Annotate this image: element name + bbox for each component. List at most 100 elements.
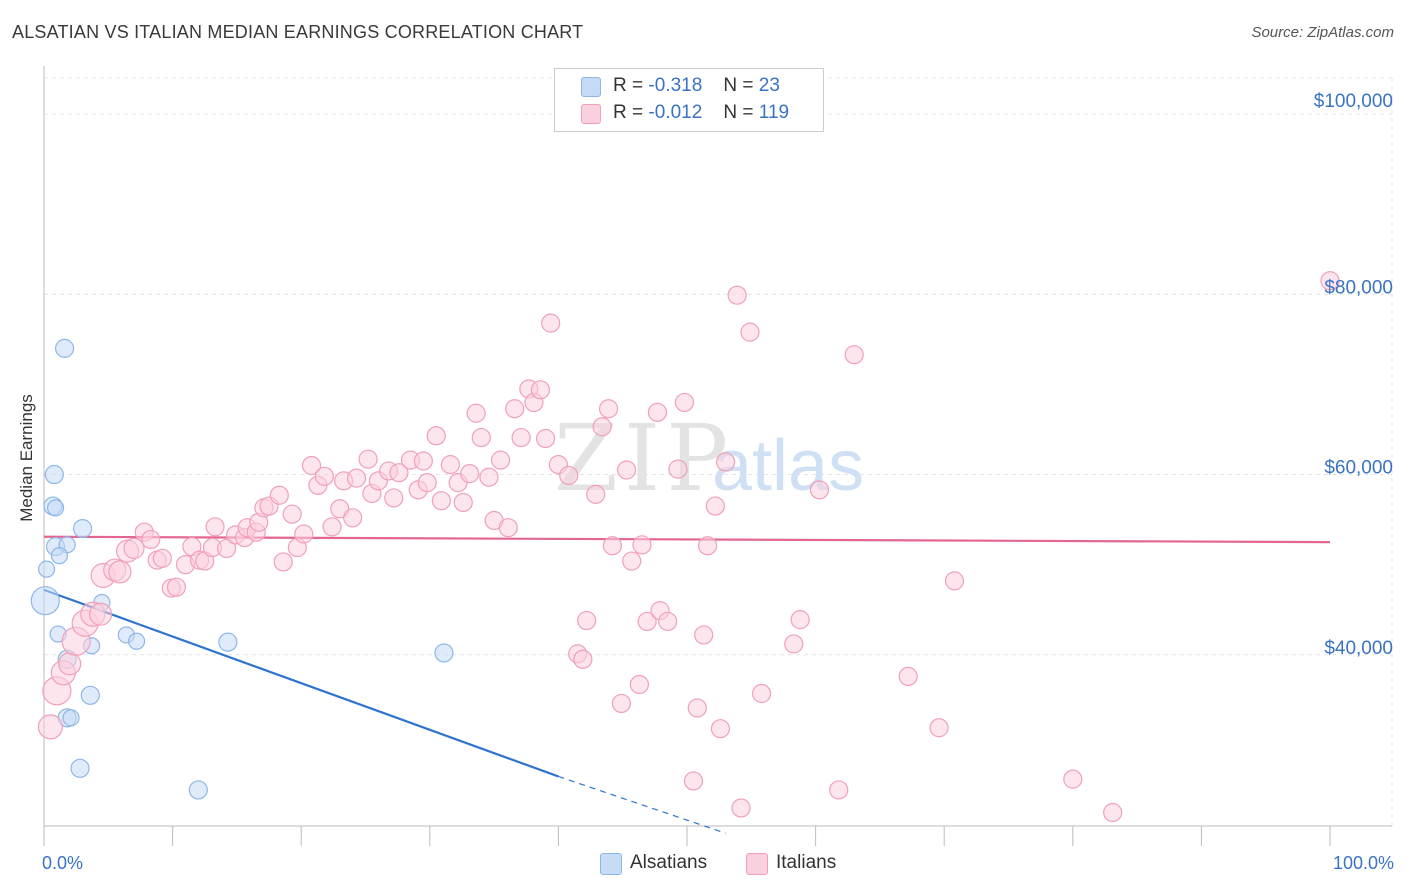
y-tick-label: $100,000: [1314, 91, 1393, 112]
y-tick-label: $40,000: [1324, 638, 1393, 659]
alsatian-point: [50, 547, 69, 565]
alsatian-point: [62, 709, 80, 727]
legend-n-label: N =: [723, 75, 754, 96]
italian-point: [123, 537, 145, 560]
y-tick-label: $80,000: [1324, 277, 1393, 298]
legend-n-value-italians: 119: [758, 102, 790, 123]
italian-point: [602, 536, 623, 556]
watermark-zip: ZIP: [554, 405, 734, 512]
italian-point: [1320, 271, 1340, 291]
alsatian-point: [30, 586, 60, 616]
italian-point: [205, 517, 225, 537]
italian-point: [727, 285, 747, 305]
italian-point: [592, 417, 612, 437]
series-italians: [37, 271, 1340, 823]
legend-swatch-italians: [581, 104, 601, 124]
italian-point: [697, 536, 718, 556]
italian-point: [541, 313, 561, 333]
italian-point: [466, 403, 486, 423]
alsatian-trend-extension: [558, 775, 726, 834]
italian-point: [616, 460, 637, 480]
italian-point: [152, 548, 172, 568]
italian-point: [426, 426, 446, 446]
italian-point: [479, 467, 499, 487]
x-tick-label-right: 100.0%: [1333, 853, 1394, 873]
italian-point: [740, 322, 760, 342]
alsatian-point: [44, 464, 64, 485]
legend-r-label: R =: [613, 102, 644, 123]
italian-point: [498, 518, 518, 538]
italian-point: [440, 455, 460, 475]
italian-point: [611, 693, 632, 714]
italian-point: [647, 402, 668, 422]
italian-point: [358, 449, 378, 469]
italian-point: [505, 399, 525, 419]
source-label: Source: ZipAtlas.com: [1251, 24, 1394, 41]
italian-point: [58, 652, 82, 676]
italian-point: [622, 551, 642, 571]
bottom-legend-swatch-italians: [746, 853, 768, 875]
italian-point: [282, 504, 302, 524]
legend-r-value-alsatians: -0.318: [648, 75, 703, 96]
italian-point: [637, 611, 657, 632]
bottom-legend-label-italians: Italians: [776, 852, 837, 873]
alsatian-point: [46, 499, 65, 517]
italian-point: [929, 718, 949, 738]
italian-point: [784, 634, 804, 654]
alsatian-point: [434, 643, 454, 663]
italian-point: [710, 719, 731, 739]
italian-point: [217, 538, 237, 559]
italian-point: [108, 560, 132, 584]
italian-point: [1103, 802, 1123, 823]
chart-title: ALSATIAN VS ITALIAN MEDIAN EARNINGS CORR…: [12, 22, 584, 42]
legend-r-value-italians: -0.012: [648, 102, 703, 123]
italian-point: [573, 649, 593, 669]
italian-point: [598, 399, 619, 419]
italian-point: [453, 492, 473, 513]
italian-point: [944, 571, 965, 591]
alsatian-point: [37, 560, 56, 578]
italian-point: [314, 466, 334, 486]
italian-point: [141, 529, 161, 550]
legend-n-label: N =: [723, 102, 754, 123]
italian-point: [751, 683, 772, 704]
italian-point: [844, 345, 864, 365]
italian-point: [674, 392, 695, 413]
alsatian-point: [72, 519, 93, 539]
italian-point: [731, 798, 751, 818]
italian-point: [413, 451, 433, 471]
alsatian-point: [218, 632, 238, 652]
zipatlas-watermark: ZIP atlas: [554, 405, 864, 512]
alsatian-point: [80, 685, 100, 705]
italian-point: [37, 714, 64, 740]
legend-n-value-alsatians: 23: [758, 75, 780, 96]
alsatian-point: [54, 338, 75, 358]
italian-point: [683, 771, 704, 791]
italian-point: [694, 625, 714, 645]
legend-r-label: R =: [613, 75, 644, 96]
italian-point: [511, 427, 531, 448]
italian-point: [431, 491, 451, 511]
italian-point: [343, 508, 363, 528]
alsatian-point: [70, 758, 90, 778]
italian-point: [829, 780, 849, 800]
x-tick-label-left: 0.0%: [42, 853, 83, 873]
italian-point: [632, 535, 652, 555]
italian-point: [629, 674, 650, 695]
italian-point: [417, 473, 437, 493]
alsatian-trend-line: [43, 588, 559, 778]
alsatian-point: [127, 632, 146, 650]
italian-point: [790, 610, 810, 630]
italian-point: [346, 468, 367, 488]
italian-point: [530, 380, 550, 400]
italian-point: [460, 464, 480, 484]
y-tick-label: $60,000: [1324, 458, 1393, 479]
italian-point: [490, 450, 511, 470]
italian-point: [389, 463, 409, 483]
italian-point: [535, 428, 556, 449]
italian-point: [809, 480, 830, 500]
watermark-atlas: atlas: [712, 426, 864, 506]
italian-point: [658, 611, 678, 632]
italian-point: [1063, 769, 1083, 789]
